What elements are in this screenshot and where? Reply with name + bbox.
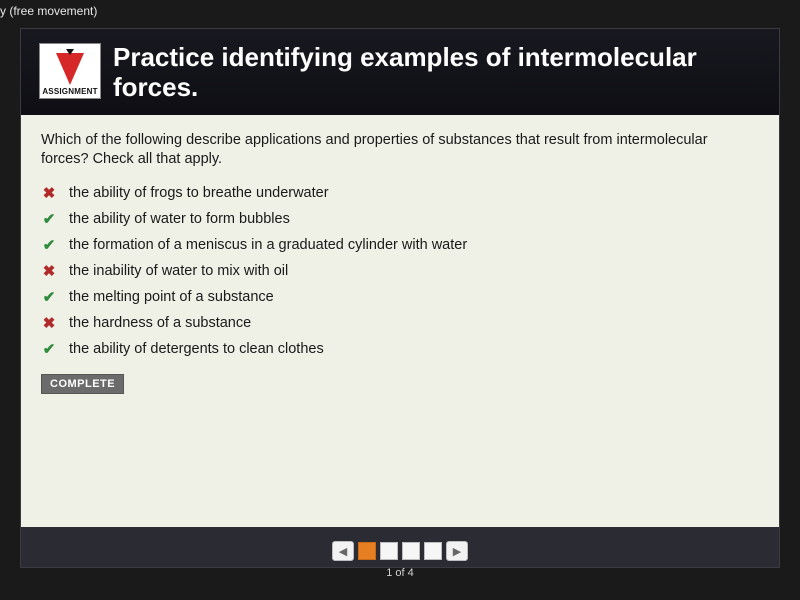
option-row: ✖ the hardness of a substance: [41, 310, 759, 336]
pager-page-4[interactable]: [424, 542, 442, 560]
assignment-badge: ASSIGNMENT: [39, 43, 101, 99]
option-row: ✔ the ability of detergents to clean clo…: [41, 336, 759, 362]
assignment-badge-label: ASSIGNMENT: [42, 87, 97, 96]
option-row: ✔ the melting point of a substance: [41, 284, 759, 310]
check-icon: ✔: [41, 210, 57, 228]
options-list: ✖ the ability of frogs to breathe underw…: [41, 180, 759, 362]
option-row: ✔ the formation of a meniscus in a gradu…: [41, 232, 759, 258]
option-text: the ability of detergents to clean cloth…: [69, 341, 324, 357]
check-icon: ✔: [41, 236, 57, 254]
option-row: ✖ the ability of frogs to breathe underw…: [41, 180, 759, 206]
pencil-icon: [56, 53, 84, 85]
option-text: the ability of water to form bubbles: [69, 211, 290, 227]
pager: ◀ ▶: [21, 541, 779, 561]
option-row: ✖ the inability of water to mix with oil: [41, 258, 759, 284]
pager-page-3[interactable]: [402, 542, 420, 560]
x-icon: ✖: [41, 262, 57, 280]
pager-page-1[interactable]: [358, 542, 376, 560]
option-text: the hardness of a substance: [69, 315, 251, 331]
breadcrumb: y (free movement): [0, 0, 800, 22]
option-text: the inability of water to mix with oil: [69, 263, 288, 279]
check-icon: ✔: [41, 340, 57, 358]
pager-prev-button[interactable]: ◀: [332, 541, 354, 561]
page-title: Practice identifying examples of intermo…: [113, 43, 761, 103]
pager-counter: 1 of 4: [386, 567, 414, 579]
x-icon: ✖: [41, 314, 57, 332]
option-text: the melting point of a substance: [69, 289, 274, 305]
pager-page-2[interactable]: [380, 542, 398, 560]
option-text: the formation of a meniscus in a graduat…: [69, 237, 467, 253]
option-text: the ability of frogs to breathe underwat…: [69, 185, 329, 201]
check-icon: ✔: [41, 288, 57, 306]
content-panel: Which of the following describe applicat…: [21, 115, 779, 527]
option-row: ✔ the ability of water to form bubbles: [41, 206, 759, 232]
pager-next-button[interactable]: ▶: [446, 541, 468, 561]
x-icon: ✖: [41, 184, 57, 202]
slide-frame: ASSIGNMENT Practice identifying examples…: [20, 28, 780, 568]
header-band: ASSIGNMENT Practice identifying examples…: [21, 29, 779, 115]
question-text: Which of the following describe applicat…: [41, 131, 759, 170]
breadcrumb-text: y (free movement): [0, 4, 97, 18]
complete-button[interactable]: COMPLETE: [41, 374, 124, 394]
